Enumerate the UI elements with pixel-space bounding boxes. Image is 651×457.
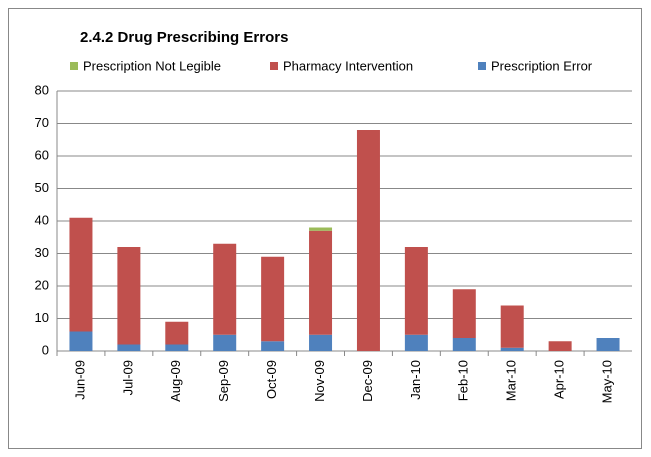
y-tick-label: 20: [35, 277, 49, 292]
bar-segment: [165, 344, 189, 351]
bar-segment: [404, 334, 428, 351]
bar-segment: [117, 247, 141, 345]
x-tick-label: Aug-09: [168, 360, 183, 402]
bar-segment: [261, 341, 285, 351]
x-tick-label: Mar-10: [504, 360, 519, 401]
x-tick-label: Sep-09: [216, 360, 231, 402]
bar-segment: [309, 230, 333, 335]
y-tick-label: 70: [35, 115, 49, 130]
x-tick-label: Dec-09: [360, 360, 375, 402]
bar-segment: [452, 289, 476, 338]
bar-segment: [69, 217, 93, 332]
legend-swatch: [478, 62, 486, 70]
legend-label: Pharmacy Intervention: [283, 58, 413, 73]
x-tick-label: Jul-09: [120, 360, 135, 395]
x-tick-label: Apr-10: [552, 360, 567, 399]
bar-segment: [309, 227, 333, 231]
bar-segment: [452, 338, 476, 351]
x-tick-label: Jun-09: [72, 360, 87, 400]
y-tick-label: 0: [42, 342, 49, 357]
x-tick-label: Nov-09: [312, 360, 327, 402]
bar-segment: [309, 334, 333, 351]
bar-segment: [261, 256, 285, 342]
bar-segment: [213, 334, 237, 351]
bar-segment: [165, 321, 189, 345]
legend-label: Prescription Error: [491, 58, 593, 73]
legend-swatch: [70, 62, 78, 70]
bar-segment: [404, 247, 428, 335]
bar-segment: [548, 341, 572, 351]
y-tick-label: 50: [35, 180, 49, 195]
x-tick-label: May-10: [599, 360, 614, 403]
x-tick-label: Oct-09: [264, 360, 279, 399]
y-tick-label: 30: [35, 245, 49, 260]
bar-segment: [500, 347, 524, 351]
bar-segment: [213, 243, 237, 335]
bar-segment: [117, 344, 141, 351]
bar-segment: [69, 331, 93, 351]
y-tick-label: 10: [35, 310, 49, 325]
x-tick-label: Jan-10: [408, 360, 423, 400]
legend-label: Prescription Not Legible: [83, 58, 221, 73]
y-tick-label: 60: [35, 147, 49, 162]
y-tick-label: 40: [35, 212, 49, 227]
legend-swatch: [270, 62, 278, 70]
x-tick-label: Feb-10: [456, 360, 471, 401]
bar-segment: [500, 305, 524, 348]
y-tick-label: 80: [35, 82, 49, 97]
bar-segment: [596, 338, 620, 351]
chart-title: 2.4.2 Drug Prescribing Errors: [80, 29, 288, 46]
bar-segment: [356, 130, 380, 351]
